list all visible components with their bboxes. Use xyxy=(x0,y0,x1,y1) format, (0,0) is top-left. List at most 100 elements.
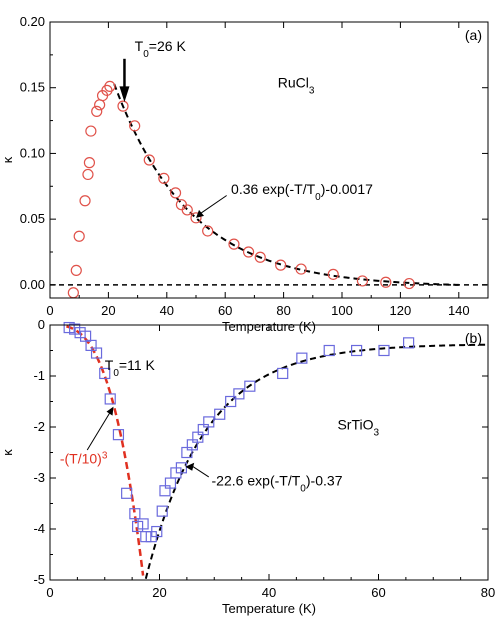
data-point-a xyxy=(202,225,214,237)
data-point-b xyxy=(351,344,363,357)
fit-arrow-b xyxy=(185,462,210,478)
y-tick-label-b: -3 xyxy=(33,470,45,485)
data-point-b xyxy=(90,347,103,359)
power-arrow-shaft-b xyxy=(86,411,111,451)
data-point-b xyxy=(156,505,168,517)
data-point-a xyxy=(91,105,103,117)
data-point-b xyxy=(137,518,149,530)
data-point-a xyxy=(190,212,202,224)
data-point-b xyxy=(403,337,415,349)
data-point-b xyxy=(296,352,308,364)
data-point-b xyxy=(112,429,125,441)
y-tick-label-a: 0.20 xyxy=(20,14,45,29)
data-point-b xyxy=(214,408,226,420)
data-point-a xyxy=(228,238,240,250)
panel-label-a: (a) xyxy=(465,27,482,43)
fit-arrow-head-b xyxy=(185,462,195,471)
fit-arrow-shaft-b xyxy=(189,464,210,478)
data-point-b xyxy=(244,380,256,392)
fit-line-a xyxy=(113,83,459,286)
y-tick-label-b: -5 xyxy=(33,572,45,587)
panel-b: 0 20 40 60 800-1-2-3-4-5 (b) SrTiO3 T0=11 K … xyxy=(0,317,495,616)
data-point-b xyxy=(121,487,133,499)
y-tick-label-a: 0.15 xyxy=(20,80,45,95)
plot-frame-a xyxy=(49,21,489,299)
data-point-b xyxy=(104,393,116,405)
x-tick-label-a: 0 xyxy=(46,303,53,318)
x-tick-label-a: 20 xyxy=(101,303,115,318)
data-point-a xyxy=(242,246,255,258)
x-tick-label-b: 20 xyxy=(152,585,166,600)
data-points-b xyxy=(63,321,415,543)
power-arrow-head-b xyxy=(106,406,114,416)
power-arrow-b xyxy=(86,406,114,451)
data-point-a xyxy=(295,263,307,275)
x-tick-label-b: 60 xyxy=(371,585,385,600)
x-tick-label-b: 80 xyxy=(481,585,495,600)
fit-arrow-a xyxy=(196,195,227,218)
x-tick-label-a: 100 xyxy=(331,303,353,318)
data-point-a xyxy=(254,251,266,263)
data-point-b xyxy=(323,344,335,357)
fit-arrow-shaft-a xyxy=(199,195,227,215)
data-point-b xyxy=(175,462,187,474)
y-tick-label-b: 0 xyxy=(38,317,45,332)
data-point-b xyxy=(378,344,390,357)
panel-a: 0 20 40 60 80 100 120 140 0.00 0.05 0.10 0.15 0.20 (… xyxy=(0,14,489,334)
data-point-a xyxy=(175,199,187,211)
x-tick-label-a: 60 xyxy=(218,303,232,318)
data-point-a xyxy=(82,168,94,181)
data-point-b xyxy=(129,508,141,520)
data-point-a xyxy=(275,259,287,271)
data-point-b xyxy=(151,525,163,538)
t0-arrow-a xyxy=(119,58,130,103)
data-point-a xyxy=(79,195,91,207)
data-point-a xyxy=(83,157,96,169)
x-axis-label-b: Temperature (K) xyxy=(222,601,316,616)
t0-label-b: T0=11 K xyxy=(105,357,156,379)
y-axis-label-b: κ xyxy=(0,449,15,456)
data-point-a xyxy=(356,275,369,287)
fit-line-b xyxy=(144,343,489,579)
data-point-b xyxy=(225,395,237,408)
x-tick-label-a: 140 xyxy=(448,303,470,318)
data-point-a xyxy=(117,100,129,112)
data-point-a xyxy=(380,276,392,288)
fit-arrow-head-a xyxy=(196,209,204,218)
x-tick-label-a: 40 xyxy=(160,303,174,318)
t0-arrow-head-a xyxy=(119,86,130,103)
data-point-b xyxy=(99,367,111,380)
data-point-b xyxy=(233,388,245,400)
data-point-a xyxy=(181,204,193,216)
fit-curve-b xyxy=(144,343,489,579)
y-tick-label-b: -4 xyxy=(33,521,45,536)
data-point-b xyxy=(203,416,215,428)
t0-label-a: T0=26 K xyxy=(135,38,187,60)
x-tick-label-b: 0 xyxy=(46,585,53,600)
data-point-a xyxy=(143,154,155,166)
fit-label-b: -22.6 exp(-T/T0)-0.37 xyxy=(212,473,343,495)
y-tick-label-b: -2 xyxy=(33,419,45,434)
power-label-b: -(T/10)3 xyxy=(60,450,108,467)
data-point-a xyxy=(129,120,141,132)
plot-frame-b xyxy=(49,324,489,581)
data-point-a xyxy=(67,287,79,299)
data-point-a xyxy=(169,187,182,199)
material-label-b: SrTiO3 xyxy=(337,417,379,439)
y-axis-label-a: κ xyxy=(0,156,15,163)
data-point-a xyxy=(85,125,97,137)
data-point-a xyxy=(327,268,339,280)
ticks-b: 0 20 40 60 80 0 -1 -2 -3 -4 -5 xyxy=(33,317,495,600)
fit-curve-a xyxy=(113,83,459,286)
ticks-a: 0 20 40 60 80 100 120 140 0.00 0.05 0.10 0.15 0.20 xyxy=(20,14,488,318)
data-point-a xyxy=(73,230,85,242)
data-point-a xyxy=(94,99,106,111)
y-tick-label-a: 0.05 xyxy=(20,211,45,226)
y-tick-label-a: 0.10 xyxy=(20,145,45,160)
data-point-a xyxy=(158,172,170,184)
y-tick-label-b: -1 xyxy=(33,368,45,383)
x-tick-label-b: 40 xyxy=(262,585,276,600)
material-label-a: RuCl3 xyxy=(278,75,315,97)
data-point-a xyxy=(70,264,82,276)
